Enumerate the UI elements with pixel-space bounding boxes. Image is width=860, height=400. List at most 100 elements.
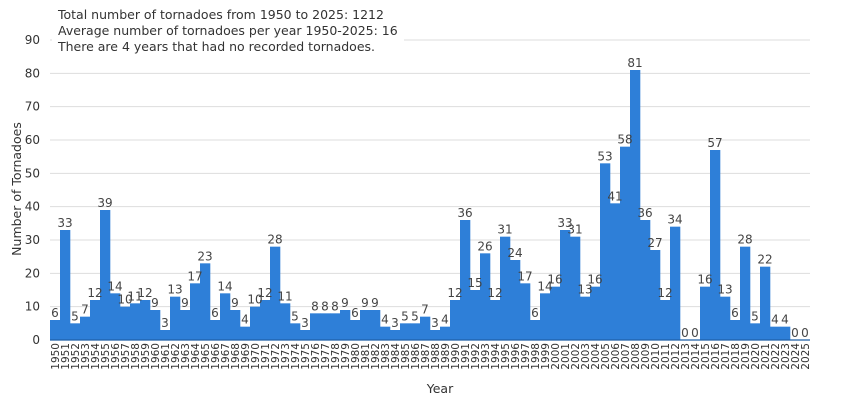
data-label-1956: 14	[107, 279, 122, 293]
bar-1986	[410, 323, 421, 340]
data-label-2020: 5	[751, 309, 759, 323]
data-label-2016: 57	[707, 136, 722, 150]
bar-1978	[330, 313, 341, 340]
x-tick-label: 1956	[110, 343, 122, 370]
x-tick-label: 1992	[470, 343, 482, 370]
bars	[50, 70, 791, 340]
x-tick-label: 1961	[160, 343, 172, 370]
x-tick-label: 1952	[70, 343, 82, 370]
x-tick-label: 1955	[100, 343, 112, 370]
data-label-2006: 41	[607, 189, 622, 203]
x-tick-label: 1970	[250, 343, 262, 370]
data-label-2014: 0	[691, 326, 699, 340]
bar-1953	[80, 316, 91, 340]
bar-2002	[570, 236, 581, 340]
x-tick-label: 1987	[420, 343, 432, 370]
x-tick-label: 2023	[780, 343, 792, 370]
bar-1963	[180, 310, 191, 340]
x-tick-label: 2010	[650, 343, 662, 370]
data-label-2004: 16	[587, 273, 602, 287]
bar-1981	[360, 310, 371, 340]
x-tick-label: 1985	[400, 343, 412, 370]
bar-2005	[600, 163, 611, 340]
x-tick-label: 2014	[690, 343, 702, 370]
x-tick-label: 2001	[560, 343, 572, 370]
data-label-1996: 24	[507, 246, 522, 260]
x-tick-label: 1973	[280, 343, 292, 370]
data-label-2001: 33	[557, 216, 572, 230]
x-tick-label: 2007	[620, 343, 632, 370]
data-label-1977: 8	[321, 299, 329, 313]
y-tick-label: 50	[25, 166, 40, 180]
x-tick-label: 2005	[600, 343, 612, 370]
data-label-1983: 4	[381, 313, 389, 327]
x-tick-label: 2008	[630, 343, 642, 370]
x-axis-title: Year	[426, 381, 454, 396]
bar-1968	[230, 310, 241, 340]
data-label-2000: 16	[547, 273, 562, 287]
x-tick-label: 2011	[660, 343, 672, 370]
x-tick-label: 1990	[450, 343, 462, 370]
x-tick-label: 1968	[230, 343, 242, 370]
data-label-1970: 10	[247, 293, 262, 307]
data-label-1988: 3	[431, 316, 439, 330]
bar-1985	[400, 323, 411, 340]
bar-1965	[200, 263, 211, 340]
x-tick-label: 2024	[790, 343, 802, 370]
bar-1959	[140, 300, 151, 340]
x-tick-label: 1954	[90, 343, 102, 370]
bar-1983	[380, 326, 391, 340]
bar-2007	[620, 146, 631, 340]
x-tick-label: 1977	[320, 343, 332, 370]
data-label-1978: 8	[331, 299, 339, 313]
x-tick-label: 2000	[550, 343, 562, 370]
bar-2016	[710, 150, 721, 340]
bar-1982	[370, 310, 381, 340]
x-tick-label: 1997	[520, 343, 532, 370]
data-label-2009: 36	[637, 206, 652, 220]
bar-1990	[450, 300, 461, 340]
x-tick-label: 1953	[80, 343, 92, 370]
x-tick-label: 1958	[130, 343, 142, 370]
bar-2012	[670, 226, 681, 340]
x-tick-label: 2022	[770, 343, 782, 370]
x-tick-label: 2004	[590, 343, 602, 370]
data-label-2008: 81	[627, 56, 642, 70]
bar-1987	[420, 316, 431, 340]
bar-1984	[390, 330, 401, 340]
bar-1964	[190, 283, 201, 340]
bar-1955	[100, 210, 111, 340]
data-label-1990: 12	[447, 286, 462, 300]
bar-1992	[470, 290, 481, 340]
data-label-1966: 6	[211, 306, 219, 320]
data-label-1980: 6	[351, 306, 359, 320]
bar-2008	[630, 70, 641, 340]
data-label-1998: 6	[531, 306, 539, 320]
data-label-1964: 17	[187, 269, 202, 283]
annotation-total: Total number of tornadoes from 1950 to 2…	[58, 7, 384, 22]
bar-1995	[500, 236, 511, 340]
x-tick-label: 1967	[220, 343, 232, 370]
data-label-1987: 7	[421, 303, 429, 317]
data-label-1953: 7	[81, 303, 89, 317]
x-tick-label: 1971	[260, 343, 272, 370]
bar-1969	[240, 326, 251, 340]
x-tick-label: 1979	[340, 343, 352, 370]
x-tick-label: 1988	[430, 343, 442, 370]
data-label-1971: 12	[257, 286, 272, 300]
y-tick-labels: 0 10 20 30 40 50 60 70 80 90	[25, 33, 40, 347]
bar-1954	[90, 300, 101, 340]
bar-1960	[150, 310, 161, 340]
annotation-average: Average number of tornadoes per year 195…	[58, 23, 398, 38]
bar-1996	[510, 260, 521, 340]
bar-2009	[640, 220, 651, 340]
x-tick-label: 2017	[720, 343, 732, 370]
x-tick-label: 1991	[460, 343, 472, 370]
data-label-2021: 22	[757, 253, 772, 267]
bar-1988	[430, 330, 441, 340]
y-tick-label: 20	[25, 266, 40, 280]
x-tick-label: 1995	[500, 343, 512, 370]
x-tick-labels: 1950195119521953195419551956195719581959…	[50, 343, 812, 370]
data-label-1963: 9	[181, 296, 189, 310]
